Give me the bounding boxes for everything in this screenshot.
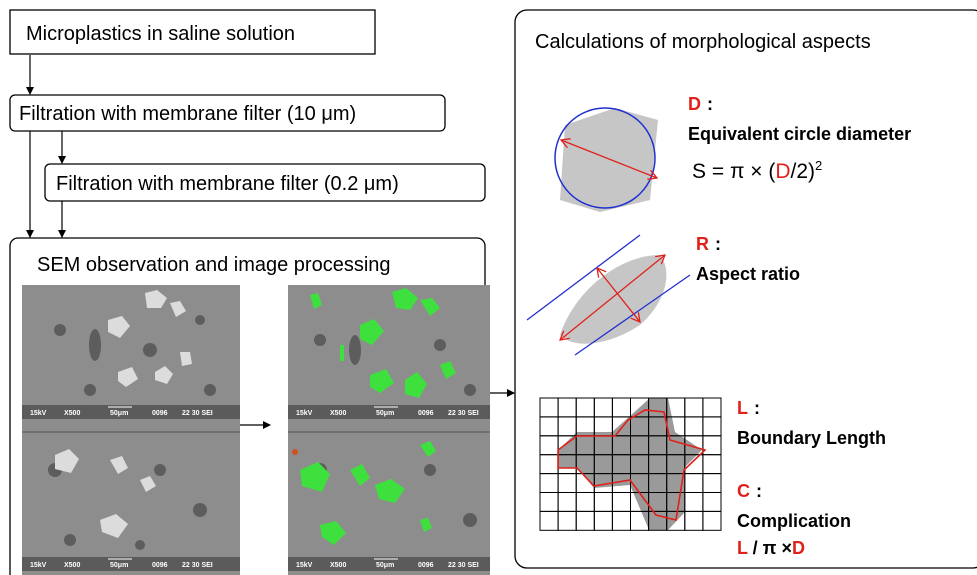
symbol: L — [737, 398, 748, 418]
shape — [135, 540, 145, 550]
sem-image-raw — [22, 285, 240, 575]
sem-caption: 15kV — [296, 410, 313, 417]
sem-caption: 15kV — [30, 410, 47, 417]
shape — [193, 503, 207, 517]
sem-caption: 50μm — [376, 410, 394, 417]
shape — [195, 315, 205, 325]
sem-title: SEM observation and image processing — [37, 254, 391, 276]
sem-caption: 22 30 SEI — [182, 410, 213, 417]
symbol: C — [737, 481, 750, 501]
diagram: Microplastics in saline solution Filtrat… — [0, 0, 977, 575]
shape — [424, 464, 436, 476]
body: Microplastics in saline solution Filtrat… — [0, 0, 977, 575]
sem-image — [288, 285, 490, 575]
sem-caption: X500 — [64, 562, 80, 569]
sem-caption: 22 30 SEI — [448, 410, 479, 417]
sem-caption: 22 30 SEI — [182, 562, 213, 569]
shape — [464, 384, 476, 396]
calc-title: Calculations of morphological aspects — [535, 31, 871, 53]
page: Microplastics morphology workflow {"work… — [0, 0, 977, 575]
shape — [84, 384, 96, 396]
sem-caption: X500 — [64, 410, 80, 417]
colon: : — [715, 234, 721, 254]
measure-name: Complication — [737, 511, 851, 531]
formula-part: L — [737, 538, 748, 558]
shape — [54, 324, 66, 336]
shape — [143, 343, 157, 357]
shape — [349, 335, 361, 365]
shape — [180, 352, 192, 366]
sem-caption: 50μm — [110, 410, 128, 417]
particle-flag — [292, 449, 298, 455]
sem-caption: 50μm — [110, 562, 128, 569]
particle-shape — [560, 108, 658, 212]
sem-image-processed — [288, 285, 490, 575]
shape — [434, 339, 446, 351]
colon: : — [754, 398, 760, 418]
colon: : — [707, 94, 713, 114]
sem-caption: 0096 — [418, 562, 434, 569]
shape — [154, 464, 166, 476]
symbol: R — [696, 234, 709, 254]
formula-part: / π × — [748, 538, 792, 558]
filter-coarse-label: Filtration with membrane filter (10 μm) — [19, 103, 356, 125]
sem-caption: 0096 — [418, 410, 434, 417]
sem-caption: X500 — [330, 410, 346, 417]
shape — [204, 384, 216, 396]
measure-name: Equivalent circle diameter — [688, 124, 911, 144]
measure-name: Boundary Length — [737, 428, 886, 448]
formula-exponent: 2 — [815, 158, 822, 173]
formula-complication: L / π ×D — [737, 538, 805, 558]
filter-fine-label: Filtration with membrane filter (0.2 μm) — [56, 173, 399, 195]
sem-caption: 0096 — [152, 410, 168, 417]
circle-diagram — [555, 108, 658, 212]
sem-caption: 15kV — [30, 562, 47, 569]
sem-caption: X500 — [330, 562, 346, 569]
measure-c: C: — [737, 481, 762, 501]
sem-caption: 22 30 SEI — [448, 562, 479, 569]
symbol: D — [688, 94, 701, 114]
measure-d: D: — [688, 94, 713, 114]
measure-r: R: — [696, 234, 721, 254]
formula-part: D — [792, 538, 805, 558]
formula-part: D — [775, 160, 790, 183]
formula-area: S = π × (D/2)2 — [692, 158, 822, 183]
shape — [89, 329, 101, 361]
shape — [314, 334, 326, 346]
formula-part: /2) — [791, 160, 816, 183]
sem-caption: 50μm — [376, 562, 394, 569]
sem-caption: 0096 — [152, 562, 168, 569]
shape — [340, 345, 344, 361]
formula-part: S = π × ( — [692, 160, 775, 183]
shape — [64, 534, 76, 546]
sem-caption: 15kV — [296, 562, 313, 569]
sample-label: Microplastics in saline solution — [26, 23, 295, 45]
measure-name: Aspect ratio — [696, 264, 800, 284]
colon: : — [756, 481, 762, 501]
shape — [463, 513, 477, 527]
